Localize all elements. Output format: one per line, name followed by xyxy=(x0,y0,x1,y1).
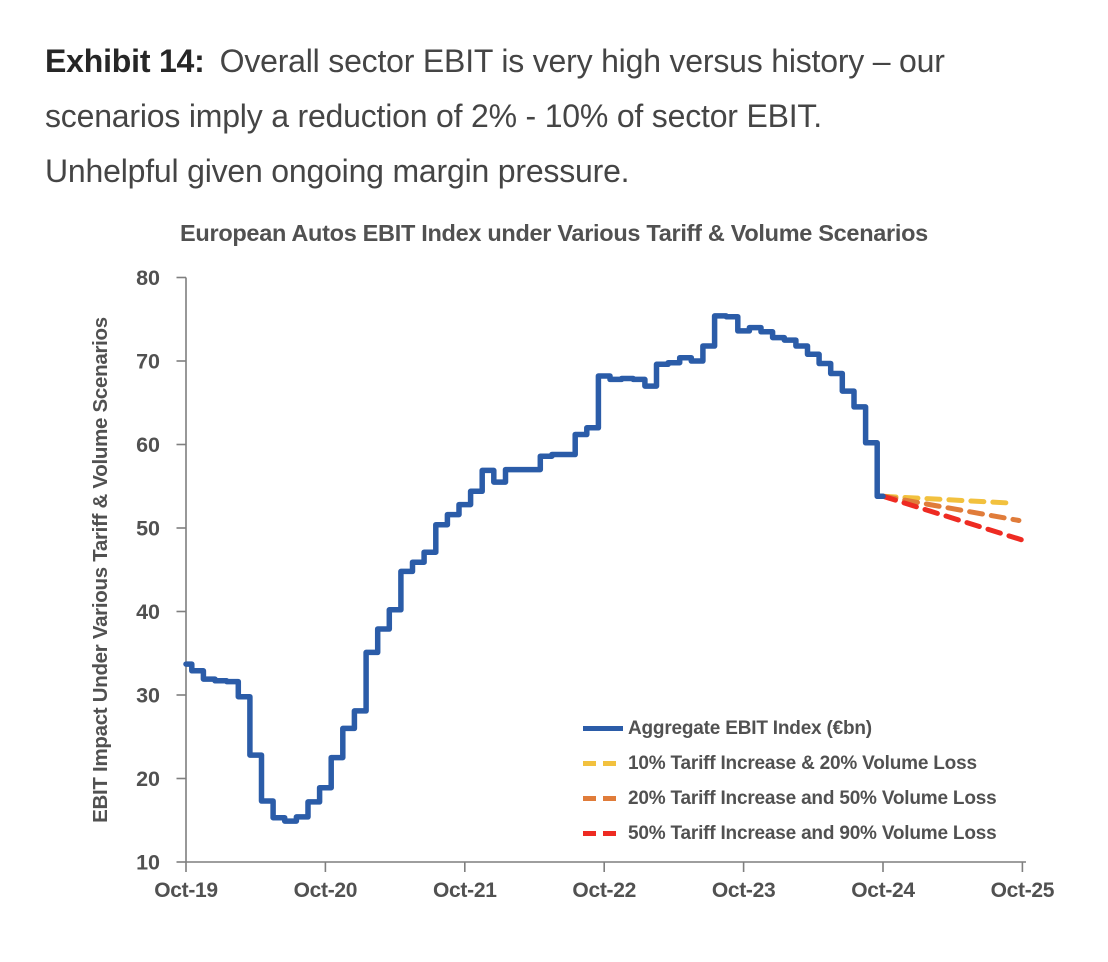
y-tick-label: 60 xyxy=(136,433,160,457)
caption-line-3: Unhelpful given ongoing margin pressure. xyxy=(45,153,630,189)
legend-dashed-line-swatch xyxy=(583,796,623,801)
exhibit-caption: Exhibit 14: Overall sector EBIT is very h… xyxy=(45,34,1085,199)
caption-line-2: scenarios imply a reduction of 2% - 10% … xyxy=(45,98,822,134)
legend-dashed-line-swatch xyxy=(583,831,623,836)
y-tick-label: 20 xyxy=(136,767,160,791)
x-tick-label: Oct-22 xyxy=(572,879,636,902)
x-tick-label: Oct-21 xyxy=(433,879,497,902)
y-tick-label: 30 xyxy=(136,684,160,708)
x-tick-label: Oct-24 xyxy=(851,879,915,902)
y-axis-title: EBIT Impact Under Various Tariff & Volum… xyxy=(89,317,112,823)
caption-line1-text: Overall sector EBIT is very high versus … xyxy=(219,43,945,79)
legend-item: 10% Tariff Increase & 20% Volume Loss xyxy=(583,746,996,781)
chart-title: European Autos EBIT Index under Various … xyxy=(180,220,928,246)
y-tick-label: 80 xyxy=(136,266,160,290)
legend-item: Aggregate EBIT Index (€bn) xyxy=(583,711,996,746)
x-tick-label: Oct-20 xyxy=(294,879,358,902)
y-tick-label: 50 xyxy=(136,517,160,541)
scenario-line-2 xyxy=(880,493,1022,523)
legend-item: 50% Tariff Increase and 90% Volume Loss xyxy=(583,816,997,851)
x-tick-label: Oct-23 xyxy=(712,879,776,902)
aggregate-ebit-line xyxy=(183,313,886,824)
legend-label: 10% Tariff Increase & 20% Volume Loss xyxy=(628,752,977,774)
legend-label: 50% Tariff Increase and 90% Volume Loss xyxy=(628,822,997,844)
legend-solid-line-swatch xyxy=(583,726,623,731)
scenario-line-1 xyxy=(880,493,1011,506)
legend-label: 20% Tariff Increase and 50% Volume Loss xyxy=(628,787,997,809)
legend-item: 20% Tariff Increase and 50% Volume Loss xyxy=(583,781,997,816)
y-tick-label: 40 xyxy=(136,600,160,624)
x-tick-label: Oct-25 xyxy=(991,879,1055,902)
y-tick-label: 10 xyxy=(136,851,160,875)
chart-legend: Aggregate EBIT Index (€bn) 10% Tariff Inc… xyxy=(583,711,997,851)
caption-line-1: Exhibit 14: Overall sector EBIT is very h… xyxy=(45,34,1085,89)
scenario-line-3 xyxy=(880,493,1024,543)
y-tick-label: 70 xyxy=(136,350,160,374)
legend-label: Aggregate EBIT Index (€bn) xyxy=(628,717,872,739)
x-tick-label: Oct-19 xyxy=(154,879,218,902)
legend-dashed-line-swatch xyxy=(583,761,623,766)
exhibit-number: Exhibit 14: xyxy=(45,43,205,79)
